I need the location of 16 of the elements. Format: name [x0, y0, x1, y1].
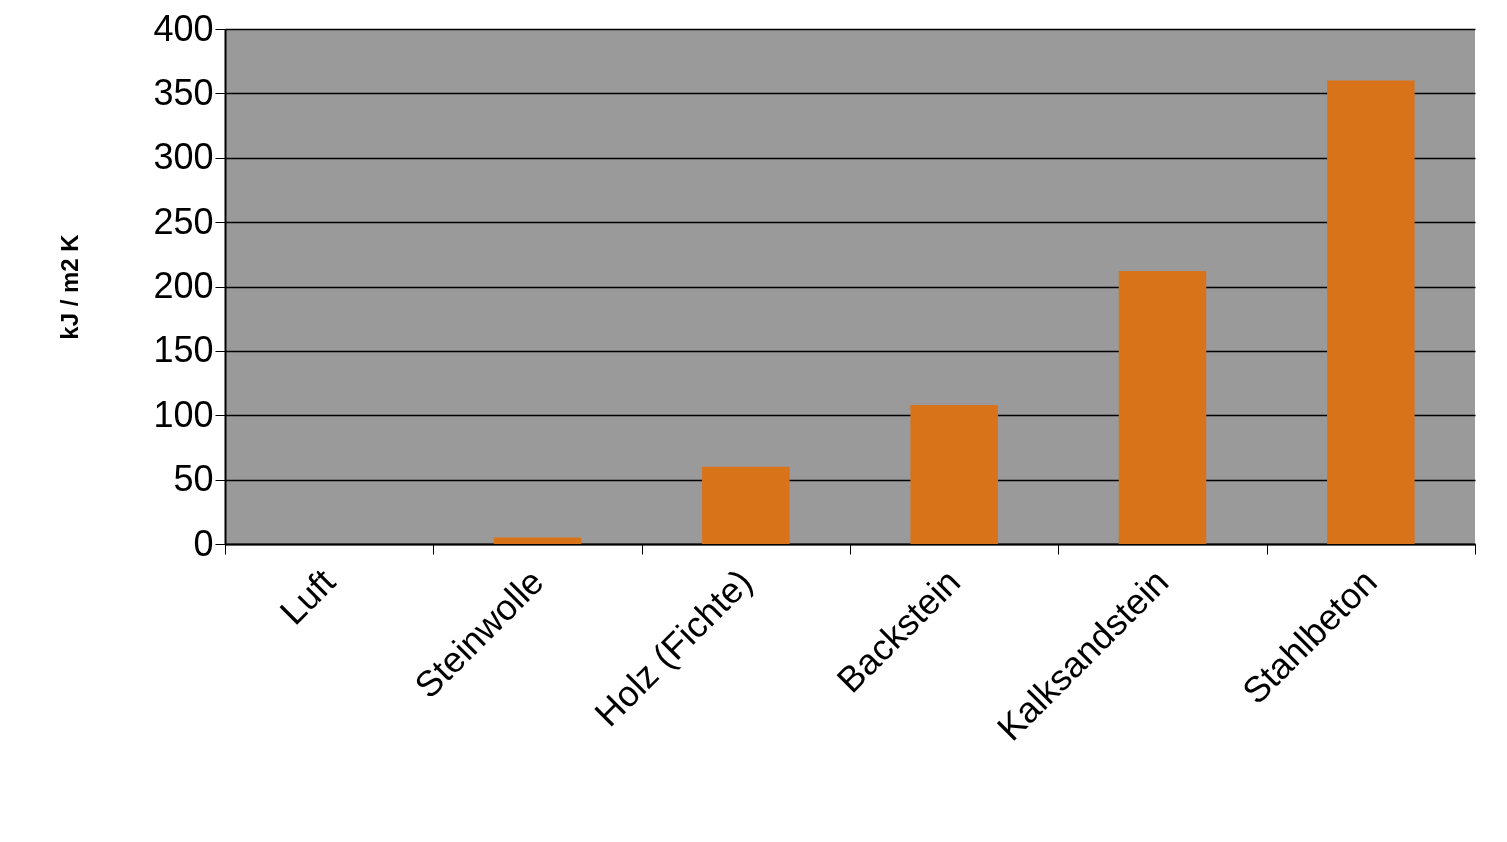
- bar: [1118, 271, 1207, 544]
- y-tick-label: 200: [153, 265, 214, 306]
- y-tick-label: 50: [173, 458, 214, 500]
- bar: [493, 537, 582, 544]
- x-tick-label: Luft: [271, 560, 344, 633]
- y-tick-label: 150: [153, 329, 214, 371]
- y-tick-label: 100: [153, 393, 214, 435]
- y-tick-label: 350: [153, 71, 214, 113]
- y-tick-label: 400: [153, 7, 214, 49]
- bar: [702, 466, 790, 544]
- y-tick-label: 0: [193, 522, 214, 564]
- bar: [910, 404, 998, 544]
- bar: [1327, 80, 1415, 544]
- y-axis-title: kJ / m2 K: [56, 233, 84, 340]
- y-tick-label: 250: [153, 200, 214, 242]
- y-tick-label: 300: [153, 136, 214, 178]
